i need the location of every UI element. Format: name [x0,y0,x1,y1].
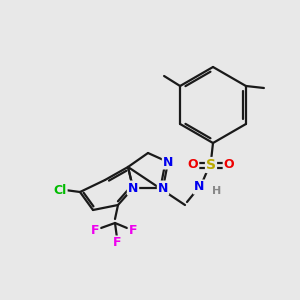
Text: N: N [163,155,173,169]
Text: H: H [212,186,222,196]
Text: S: S [206,158,216,172]
Text: Cl: Cl [53,184,67,196]
Text: N: N [194,181,204,194]
Text: N: N [158,182,168,194]
Text: N: N [128,182,138,194]
Text: O: O [188,158,198,172]
Text: O: O [224,158,234,172]
Text: F: F [129,224,137,238]
Text: F: F [113,236,121,250]
Text: F: F [91,224,99,238]
